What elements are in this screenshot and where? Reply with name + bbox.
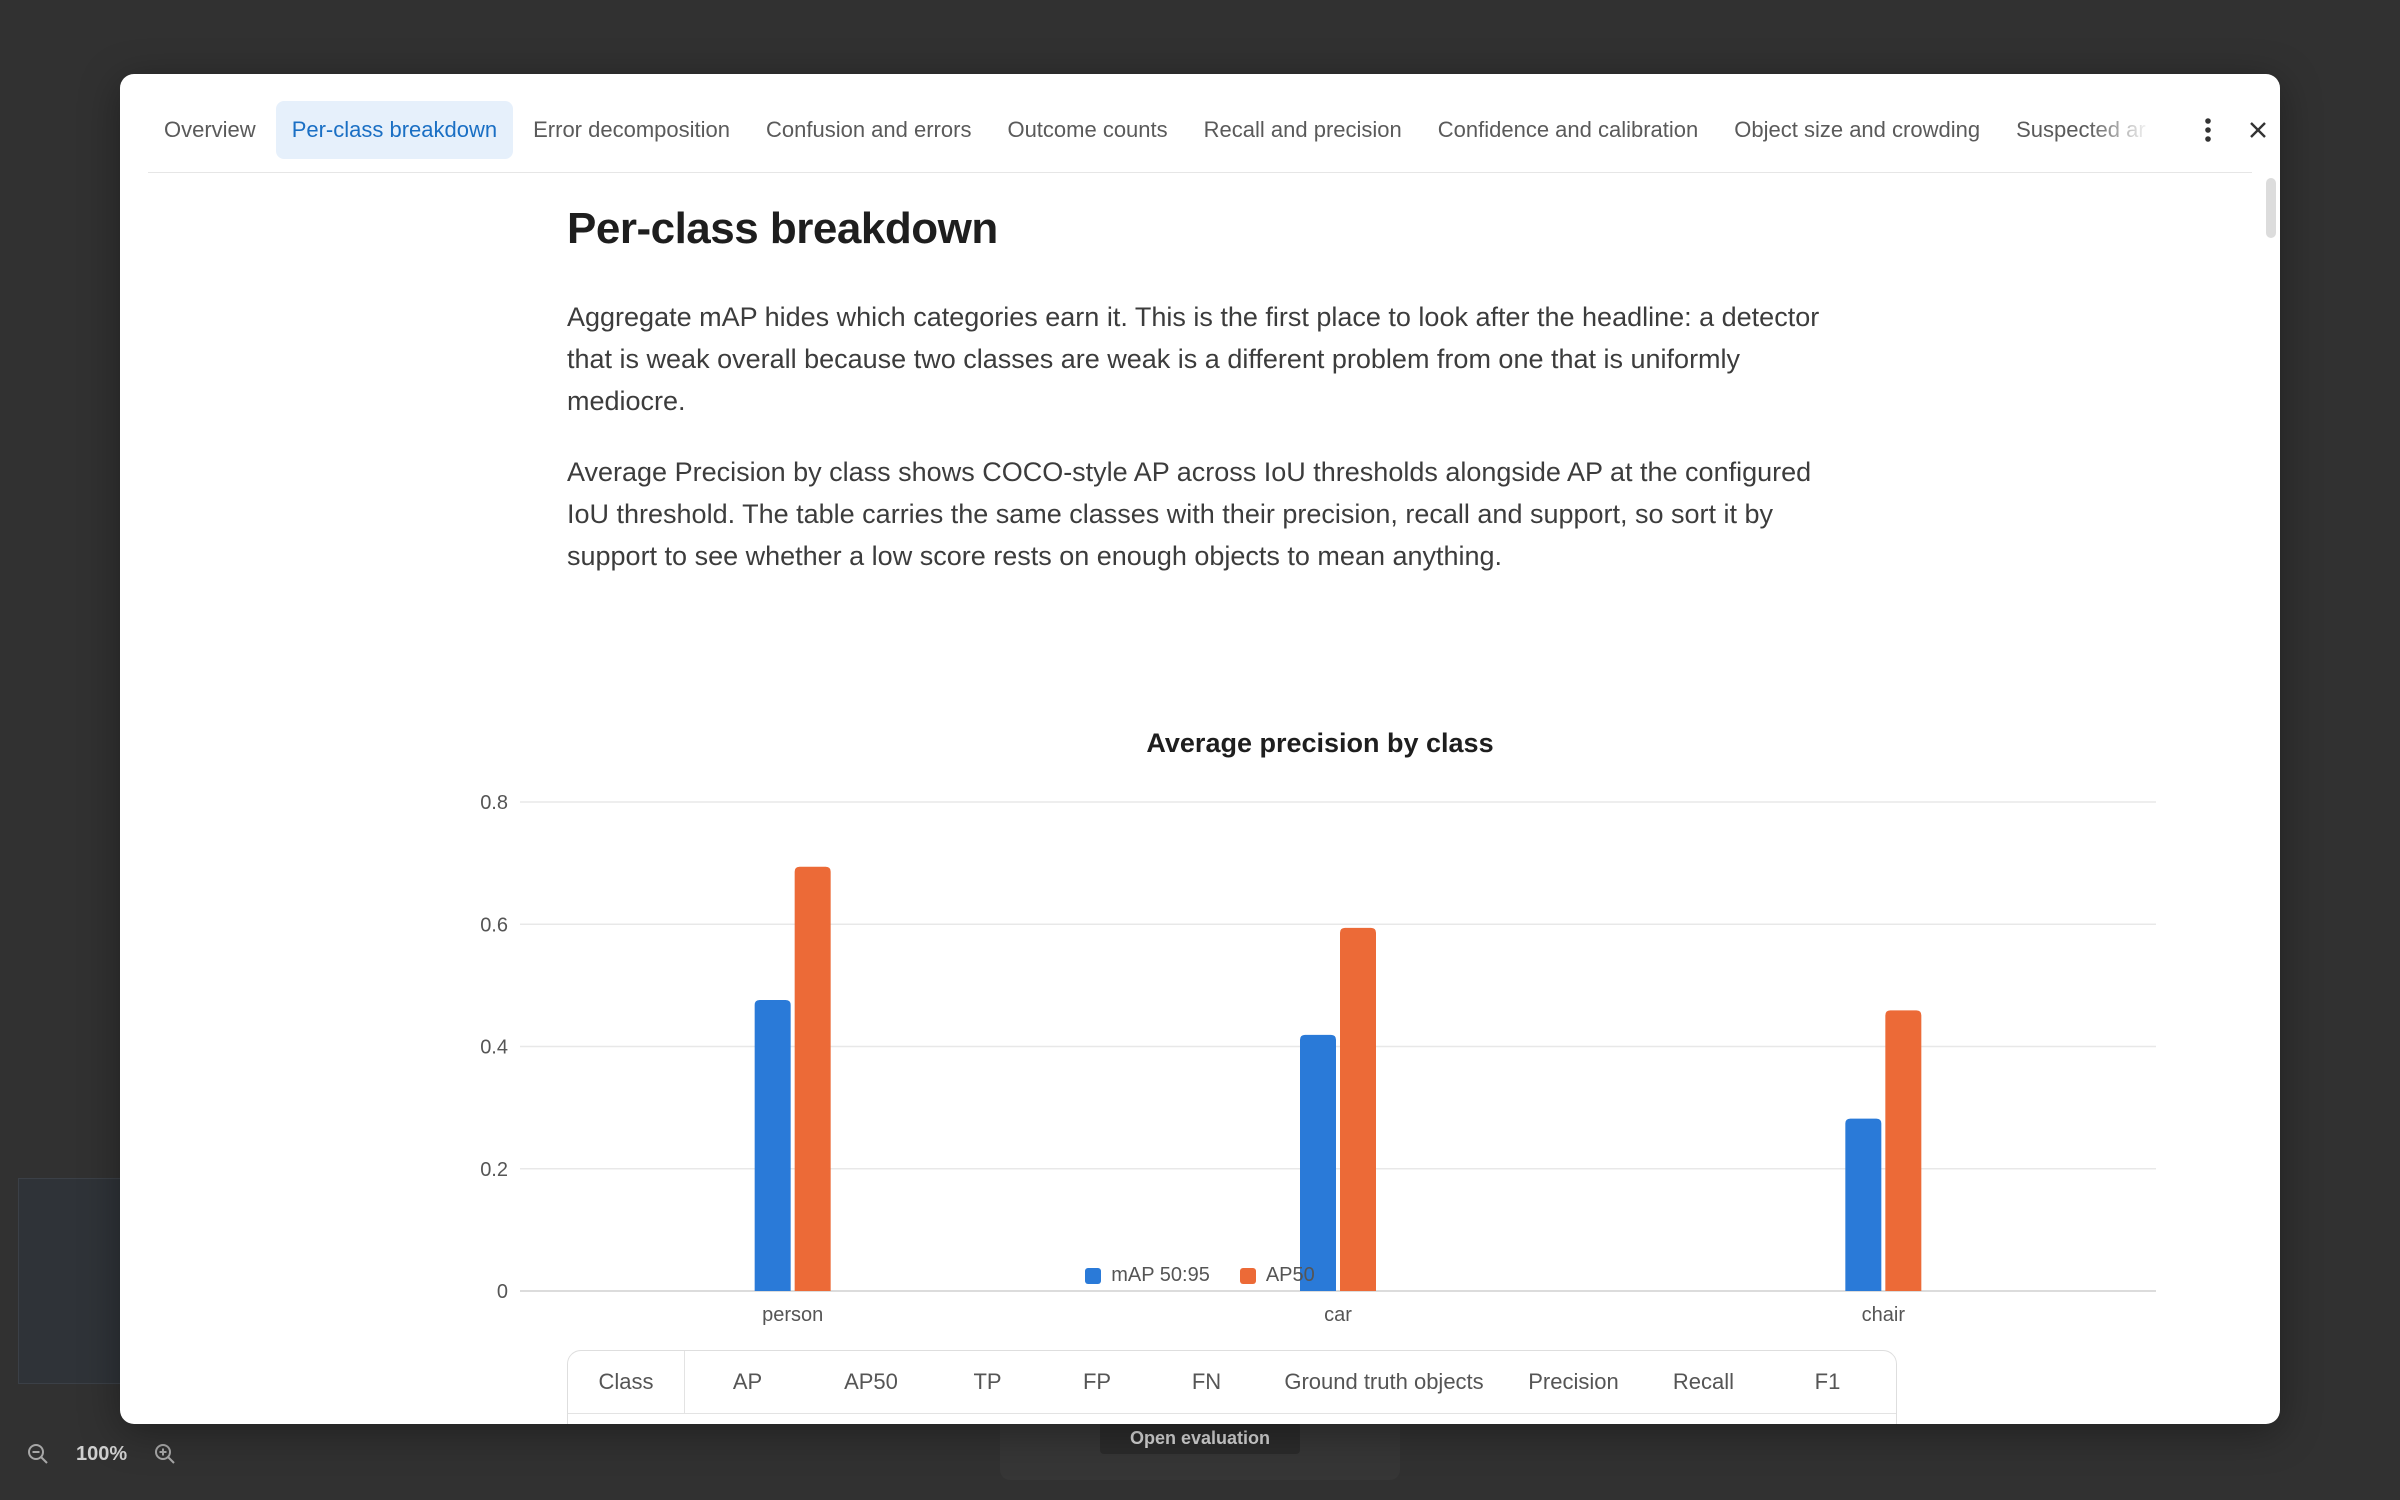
column-header-f1[interactable]: F1 <box>1814 1369 1841 1394</box>
x-tick-label: person <box>762 1304 823 1326</box>
y-tick-label: 0.2 <box>480 1159 508 1181</box>
tab-per-class-breakdown[interactable]: Per-class breakdown <box>275 101 514 159</box>
legend-swatch <box>1239 1267 1256 1284</box>
tab-overview[interactable]: Overview <box>164 117 256 142</box>
legend-item[interactable]: mAP 50:95 <box>1085 1264 1210 1287</box>
y-tick-label: 0.8 <box>480 792 508 814</box>
tab-confusion-and-errors[interactable]: Confusion and errors <box>766 117 972 142</box>
per-class-table: Class AP AP50 TP FP FN Ground truth objects Pre… <box>567 1350 1897 1424</box>
zoom-in-icon[interactable] <box>147 1436 183 1472</box>
bar-person-map-50-95 <box>754 1000 791 1291</box>
tab-list: Overview Per-class breakdown Error decompo… <box>148 92 2178 168</box>
legend-swatch <box>1085 1267 1102 1284</box>
background-panel <box>18 1178 130 1384</box>
column-header-class[interactable]: Class <box>568 1351 685 1413</box>
column-header-ap[interactable]: AP <box>732 1369 763 1394</box>
intro-paragraph: Aggregate mAP hides which categories ear… <box>567 302 1820 416</box>
legend-label: AP50 <box>1265 1264 1315 1286</box>
table-header-row: Class AP AP50 TP FP FN Ground truth objects Pre… <box>568 1351 1896 1414</box>
zoom-level: 100% <box>76 1442 128 1465</box>
column-header-tp[interactable]: TP <box>973 1369 1002 1394</box>
bar-chair-ap50 <box>1885 1010 1922 1291</box>
report-modal: Overview Per-class breakdown Error decompo… <box>120 74 2280 1424</box>
tab-outcome-counts[interactable]: Outcome counts <box>1007 117 1168 142</box>
chart-description-paragraph: Average Precision by class shows COCO-st… <box>567 457 1812 571</box>
chart-title: Average precision by class <box>1146 728 1493 758</box>
scrollbar-thumb[interactable] <box>2266 178 2276 238</box>
column-header-ap50[interactable]: AP50 <box>844 1369 898 1394</box>
x-tick-label: car <box>1324 1304 1352 1326</box>
zoom-controls: 100% <box>20 1434 183 1474</box>
column-header-recall[interactable]: Recall <box>1672 1369 1735 1394</box>
bar-car-map-50-95 <box>1300 1034 1336 1291</box>
bar-person-ap50 <box>794 866 831 1291</box>
page-title: Per-class breakdown <box>567 204 998 253</box>
section-content: Per-class breakdown Aggregate mAP hides … <box>567 204 1857 571</box>
tab-recall-and-precision[interactable]: Recall and precision <box>1203 117 1402 142</box>
tabs-fade <box>2088 92 2178 168</box>
x-tick-label: chair <box>1862 1304 1906 1326</box>
y-tick-label: 0.6 <box>480 914 508 936</box>
column-header-precision[interactable]: Precision <box>1528 1369 1619 1394</box>
ap-by-class-chart: Average precision by class 0 0.2 0.4 0.6 0.8 p… <box>440 634 2180 1394</box>
open-evaluation-button[interactable]: Open evaluation <box>1100 1422 1300 1454</box>
chart-svg: Average precision by class 0 0.2 0.4 0.6 0.8 p… <box>480 728 2156 1326</box>
tab-error-decomposition[interactable]: Error decomposition <box>533 117 730 142</box>
bar-chair-map-50-95 <box>1845 1118 1882 1291</box>
scrollbar[interactable] <box>2262 174 2280 1424</box>
bar-car-ap50 <box>1340 927 1376 1291</box>
legend-label: mAP 50:95 <box>1111 1264 1210 1286</box>
tab-confidence-and-calibration[interactable]: Confidence and calibration <box>1437 117 1699 142</box>
chart-legend: mAP 50:95 AP50 <box>120 1264 2280 1287</box>
column-header-fp[interactable]: FP <box>1082 1369 1112 1394</box>
zoom-out-icon[interactable] <box>20 1436 56 1472</box>
tab-object-size-and-crowding[interactable]: Object size and crowding <box>1734 117 1981 142</box>
tab-bar: Overview Per-class breakdown Error decompo… <box>148 92 2266 173</box>
column-header-ground-truth-objects[interactable]: Ground truth objects <box>1284 1369 1484 1394</box>
close-icon[interactable] <box>2238 106 2278 154</box>
legend-item[interactable]: AP50 <box>1239 1264 1315 1287</box>
more-vertical-icon[interactable] <box>2188 106 2228 154</box>
y-tick-label: 0.4 <box>480 1037 508 1059</box>
y-tick-label: 0 <box>497 1281 508 1303</box>
column-header-fn[interactable]: FN <box>1191 1369 1222 1394</box>
